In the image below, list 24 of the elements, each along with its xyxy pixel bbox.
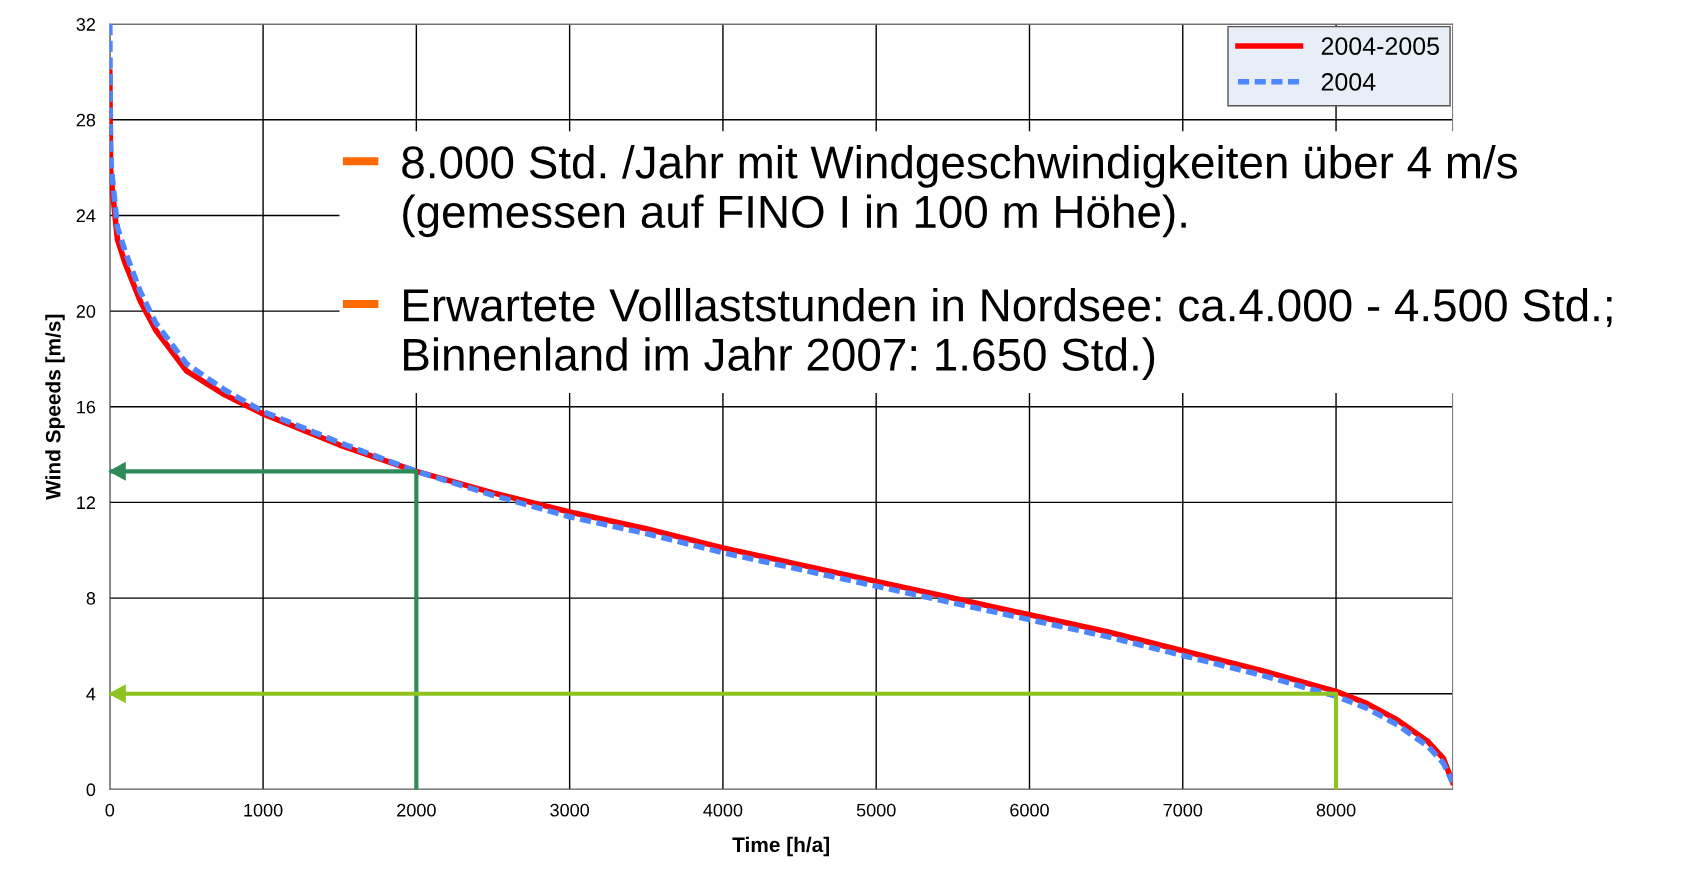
- x-axis-title: Time [h/a]: [732, 836, 830, 857]
- x-tick-label: 5000: [856, 803, 896, 817]
- y-tick-label: 32: [76, 18, 95, 31]
- annotation: Erwartete Volllaststunden in Nordsee: ca.4.000 - 4.500 Std.; Binnenland im Jahr 2007: 1.650 Std.): [404, 287, 1612, 381]
- x-tick-label: 0: [105, 803, 115, 817]
- y-tick-label: 0: [86, 783, 96, 797]
- x-tick-label: 6000: [1010, 803, 1049, 817]
- x-tick-label: 2000: [397, 803, 436, 817]
- legend-label: 2004: [1321, 73, 1376, 91]
- y-tick-label: 8: [86, 592, 96, 605]
- y-tick-label: 4: [86, 687, 96, 701]
- y-tick-label: 12: [77, 496, 95, 509]
- x-tick-label: 4000: [703, 803, 743, 817]
- y-tick-label: 20: [76, 305, 96, 318]
- x-tick-label: 8000: [1316, 803, 1356, 817]
- y-tick-label: 24: [76, 209, 96, 222]
- annotation: 8.000 Std. /Jahr mit Windgeschwindigkeiten über 4 m/s (gemessen auf FINO I in 100 m Höhe).: [402, 145, 1518, 238]
- y-axis-title: Wind Speeds [m/s]: [45, 314, 65, 500]
- y-tick-label: 16: [77, 400, 96, 414]
- y-tick-label: 28: [76, 113, 96, 127]
- legend-label: 2004-2005: [1321, 37, 1439, 55]
- x-tick-label: 3000: [550, 803, 590, 817]
- x-tick-label: 1000: [244, 803, 283, 817]
- x-tick-label: 7000: [1163, 803, 1203, 817]
